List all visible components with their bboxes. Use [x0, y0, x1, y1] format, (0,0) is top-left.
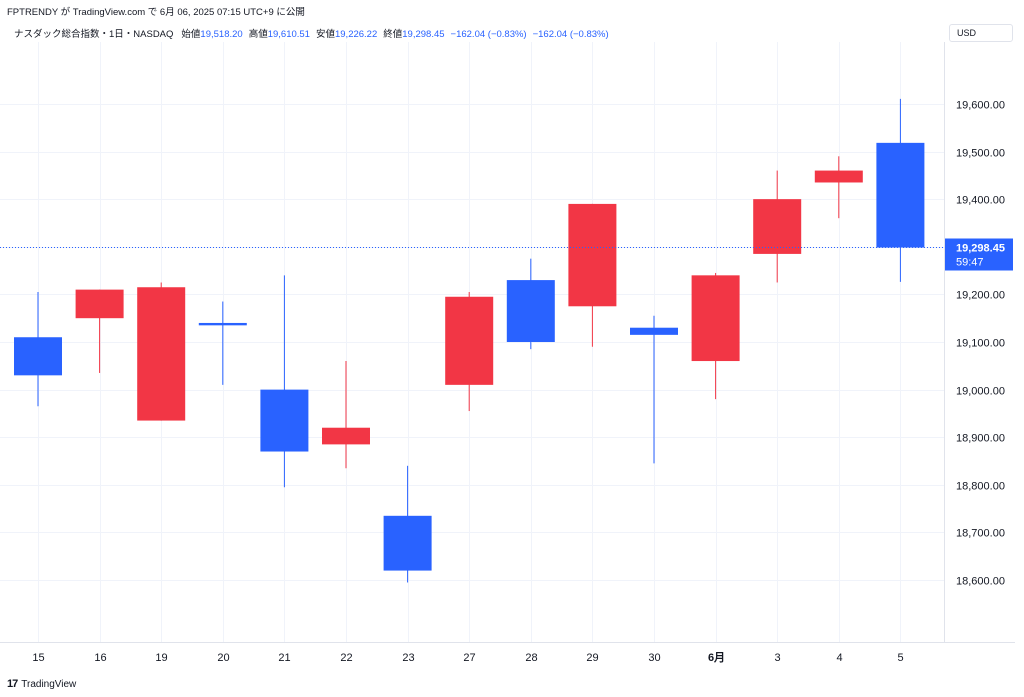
candle-body	[75, 289, 124, 319]
price-axis[interactable]: 18,600.00 18,700.00 18,800.00 18,900.00 19,0…	[956, 100, 1005, 588]
time-tick-label: 23	[402, 652, 414, 664]
candle-body	[691, 275, 740, 362]
time-tick-label: 5	[897, 652, 903, 664]
low-value: 19,226.22	[334, 29, 378, 40]
candle-body	[814, 170, 863, 183]
price-tick-label: 19,600.00	[956, 100, 1005, 112]
low-label: 安値	[315, 29, 335, 40]
time-tick-label: 28	[525, 652, 537, 664]
close-value: 19,298.45	[402, 29, 445, 40]
price-tick-label: 19,400.00	[956, 195, 1005, 207]
time-tick-label: 30	[648, 652, 660, 664]
time-tick-label: 4	[836, 652, 842, 664]
price-tick-label: 18,800.00	[956, 481, 1005, 493]
last-price-value: 19,298.45	[956, 243, 1005, 255]
price-tick-label: 18,900.00	[956, 433, 1005, 445]
open-label: 始値	[181, 29, 201, 40]
candle-body	[753, 199, 802, 254]
candle-body	[630, 327, 678, 335]
candle-body	[568, 203, 617, 307]
candle-body	[14, 337, 62, 376]
footer-brand[interactable]: TradingView	[21, 678, 77, 690]
bar-countdown: 59:47	[956, 257, 984, 269]
time-tick-label: 29	[586, 652, 598, 664]
candle-body	[260, 389, 309, 452]
price-tick-label: 18,700.00	[956, 528, 1005, 540]
price-tick-label: 19,000.00	[956, 386, 1005, 398]
candle-body	[506, 280, 555, 342]
candle-body	[383, 515, 432, 571]
time-tick-label: 22	[340, 652, 352, 664]
candles	[14, 98, 925, 583]
time-axis[interactable]: 15 16 19 20 21 22 23 27 28 29 30 6月 3 4 5	[32, 651, 903, 664]
candle-body	[322, 427, 370, 445]
candle-body	[198, 322, 247, 326]
time-tick-label: 21	[278, 652, 290, 664]
candle-body	[137, 287, 186, 421]
high-label: 高値	[248, 29, 268, 40]
ohlc-legend: ナスダック総合指数・1日・NASDAQ 始値 19,518.20 高値 19,6…	[14, 26, 615, 40]
change-value-2: −162.04 (−0.83%)	[532, 29, 609, 40]
price-tick-label: 19,500.00	[956, 148, 1005, 160]
currency-selector[interactable]: USD	[949, 24, 1013, 42]
tradingview-logo-icon[interactable]: 17	[7, 678, 18, 690]
time-tick-label: 20	[217, 652, 229, 664]
footer: 17 TradingView	[7, 678, 76, 690]
last-price-tag-background	[945, 238, 1013, 271]
last-price-tag: 19,298.45 59:47	[945, 238, 1013, 271]
candle-body	[445, 296, 494, 385]
candle-body	[876, 142, 925, 248]
price-tick-label: 19,100.00	[956, 338, 1005, 350]
time-tick-label: 19	[155, 652, 167, 664]
open-value: 19,518.20	[200, 29, 243, 40]
time-tick-label: 27	[463, 652, 475, 664]
high-value: 19,610.51	[267, 29, 310, 40]
price-tick-label: 18,600.00	[956, 576, 1005, 588]
price-tick-label: 19,200.00	[956, 290, 1005, 302]
time-tick-label: 3	[774, 652, 780, 664]
symbol-label[interactable]: ナスダック総合指数・1日・NASDAQ	[14, 29, 174, 40]
publish-caption: FPTRENDY が TradingView.com で 6月 06, 2025…	[7, 7, 305, 18]
time-tick-label: 6月	[708, 651, 725, 664]
time-tick-label: 15	[32, 652, 44, 664]
close-label: 終値	[383, 29, 403, 40]
change-value: −162.04 (−0.83%)	[450, 29, 527, 40]
time-tick-label: 16	[94, 652, 106, 664]
